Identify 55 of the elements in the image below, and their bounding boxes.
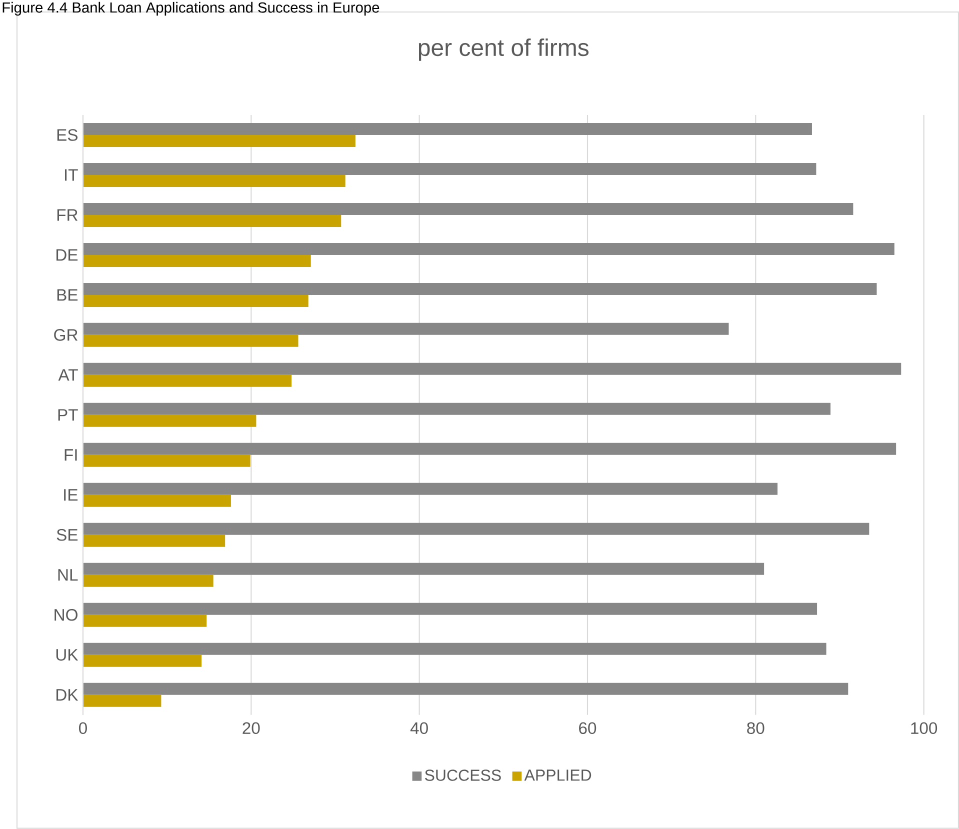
y-tick-label: SE	[56, 529, 78, 541]
legend-label: SUCCESS	[425, 770, 501, 781]
y-tick-label: AT	[58, 369, 78, 381]
bar	[82, 442, 896, 455]
bar	[82, 614, 207, 627]
bar	[82, 163, 816, 176]
y-tick-label: IT	[65, 169, 78, 181]
x-tick-label: 100	[911, 722, 938, 734]
x-tick-label: 60	[579, 722, 596, 734]
y-tick-label: ES	[57, 129, 78, 141]
bar	[82, 135, 356, 148]
y-tick-label: GR	[54, 329, 78, 341]
y-tick-label: NO	[54, 609, 78, 621]
bar	[82, 694, 162, 707]
bar	[82, 482, 778, 495]
bar	[82, 682, 848, 695]
bar	[82, 283, 877, 296]
caption: Figure 4.4 Bank Loan Applications and Success in Europe	[2, 2, 380, 16]
bar	[82, 243, 894, 256]
bar	[82, 335, 298, 348]
x-tick-label: 40	[410, 722, 428, 734]
bar	[82, 522, 870, 535]
bar	[82, 415, 256, 427]
y-tick-label: DE	[56, 249, 78, 261]
y-tick-label: NL	[58, 569, 78, 581]
bar	[82, 363, 902, 376]
x-tick-label: 20	[242, 722, 260, 734]
chart-title: per cent of firms	[418, 38, 589, 61]
bar	[82, 654, 202, 667]
y-tick-label: UK	[56, 649, 78, 661]
legend-label: APPLIED	[524, 770, 592, 781]
bar	[82, 295, 308, 308]
y-tick-label: FI	[64, 449, 77, 461]
bar	[82, 323, 729, 336]
bar	[82, 534, 226, 547]
bar	[82, 562, 764, 575]
bar	[82, 642, 826, 655]
bar	[82, 175, 346, 188]
bar	[82, 203, 854, 216]
bar	[82, 574, 214, 587]
bar	[82, 123, 812, 136]
y-tick-label: IE	[64, 489, 78, 501]
bar	[82, 602, 818, 615]
y-tick-label: PT	[58, 409, 78, 421]
bar	[82, 375, 292, 388]
y-tick-label: FR	[57, 209, 78, 221]
bar	[82, 494, 231, 507]
y-tick-label: DK	[56, 689, 78, 701]
bar	[82, 454, 250, 467]
y-tick-label: BE	[57, 289, 78, 301]
bar	[82, 403, 830, 415]
bar	[82, 255, 311, 268]
bar	[82, 215, 342, 228]
x-tick-label: 80	[747, 722, 764, 734]
x-tick-label: 0	[79, 722, 87, 734]
